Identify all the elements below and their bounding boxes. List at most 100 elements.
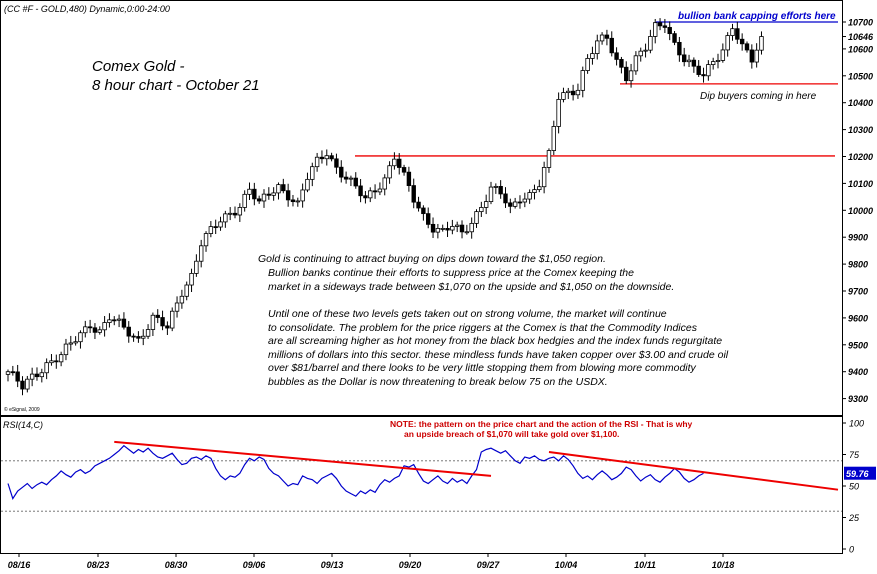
candle — [493, 183, 499, 194]
candle — [281, 178, 286, 194]
candle — [426, 207, 431, 229]
symbol-header: (CC #F - GOLD,480) Dynamic,0:00-24:00 — [4, 4, 170, 14]
candle — [503, 187, 508, 208]
candle — [556, 92, 561, 134]
candle — [165, 321, 170, 335]
candle — [339, 160, 344, 183]
candle — [595, 34, 600, 60]
price-candles — [5, 18, 764, 396]
date-tick-label: 08/23 — [87, 560, 110, 570]
candle — [537, 179, 542, 193]
date-tick-label: 10/11 — [634, 560, 656, 570]
candle — [141, 329, 146, 346]
candle — [290, 194, 296, 207]
candle — [643, 43, 648, 58]
commentary-block: Gold is continuing to attract buying on … — [258, 253, 729, 388]
candle — [247, 182, 252, 201]
commentary-line: bubbles as the Dollar is now threatening… — [268, 376, 608, 388]
candle — [696, 60, 701, 77]
candle — [150, 312, 156, 337]
price-tick-label: 10646 — [848, 32, 874, 42]
horizontal-levels — [355, 21, 838, 157]
candle — [725, 32, 730, 57]
rsi-tick-label: 50 — [849, 482, 859, 492]
candle — [411, 178, 416, 209]
commentary-line: over $81/barrel and there looks to be ve… — [268, 362, 697, 374]
candle — [541, 161, 547, 194]
candle — [112, 316, 117, 326]
candle — [83, 320, 88, 338]
rsi-line — [7, 444, 704, 500]
candle — [638, 47, 643, 62]
candle — [49, 354, 54, 366]
candle — [430, 217, 436, 238]
commentary-line: Until one of these two levels gets taken… — [268, 308, 667, 320]
candle — [58, 351, 64, 367]
candle — [739, 33, 745, 51]
candle — [701, 67, 706, 83]
candle — [662, 18, 668, 33]
rsi-tick-label: 75 — [849, 450, 860, 460]
candle — [672, 30, 677, 46]
candle — [397, 153, 402, 175]
rsi-last-value: 59.76 — [846, 469, 870, 479]
rsi-note-line1: NOTE: the pattern on the price chart and… — [390, 419, 693, 429]
candle — [715, 53, 721, 69]
date-tick-label: 10/04 — [555, 560, 578, 570]
candle — [710, 57, 716, 70]
candle — [198, 239, 204, 268]
commentary-line: to consolidate. The problem for the pric… — [268, 322, 698, 334]
candle — [232, 206, 238, 219]
candle — [78, 330, 83, 349]
candle — [223, 210, 228, 228]
candle — [334, 153, 339, 174]
candle — [10, 365, 16, 376]
candle — [363, 191, 368, 204]
date-x-axis: 08/16 08/23 08/30 09/06 09/13 09/20 09/27 10/04… — [8, 553, 734, 570]
dip-buyers-annotation: Dip buyers coming in here — [700, 91, 817, 102]
candle — [324, 149, 329, 166]
rsi-note-line2: an upside breach of $1,070 will take gol… — [404, 429, 619, 439]
candle — [126, 321, 131, 343]
candle — [39, 368, 45, 383]
candle — [440, 224, 445, 232]
candle — [348, 175, 354, 187]
chart-title-line1: Comex Gold - — [92, 58, 185, 75]
price-tick-label: 10300 — [848, 125, 873, 135]
date-tick-label: 09/20 — [399, 560, 422, 570]
price-tick-label: 9700 — [848, 287, 868, 297]
candle — [34, 367, 40, 381]
candle — [604, 29, 610, 46]
candle — [285, 183, 291, 207]
price-tick-label: 9500 — [848, 340, 868, 350]
candle — [532, 184, 537, 200]
candle — [546, 148, 552, 173]
candle — [720, 43, 726, 63]
rsi-trendline — [114, 440, 492, 477]
candle — [677, 36, 682, 62]
candle — [483, 194, 489, 215]
rsi-panel-frame — [0, 416, 843, 554]
candle — [242, 190, 247, 212]
chart-title-line2: 8 hour chart - October 21 — [92, 77, 260, 94]
candle — [609, 31, 614, 57]
candle — [517, 195, 523, 209]
candle — [170, 307, 175, 332]
candle — [372, 184, 378, 199]
copyright-label: © eSignal, 2009 — [4, 406, 40, 413]
candle — [754, 43, 759, 68]
candle — [329, 152, 334, 162]
candle — [368, 187, 373, 203]
candle — [512, 197, 518, 209]
candle — [488, 181, 494, 205]
candle — [401, 164, 407, 176]
commentary-line: Bullion banks continue their efforts to … — [268, 267, 634, 279]
price-tick-label: 9600 — [848, 313, 868, 323]
candle — [44, 358, 49, 380]
price-tick-label: 10700 — [848, 18, 873, 28]
candle — [469, 217, 474, 239]
candle — [435, 223, 441, 239]
candle — [730, 23, 735, 41]
price-tick-label: 10600 — [848, 44, 873, 54]
